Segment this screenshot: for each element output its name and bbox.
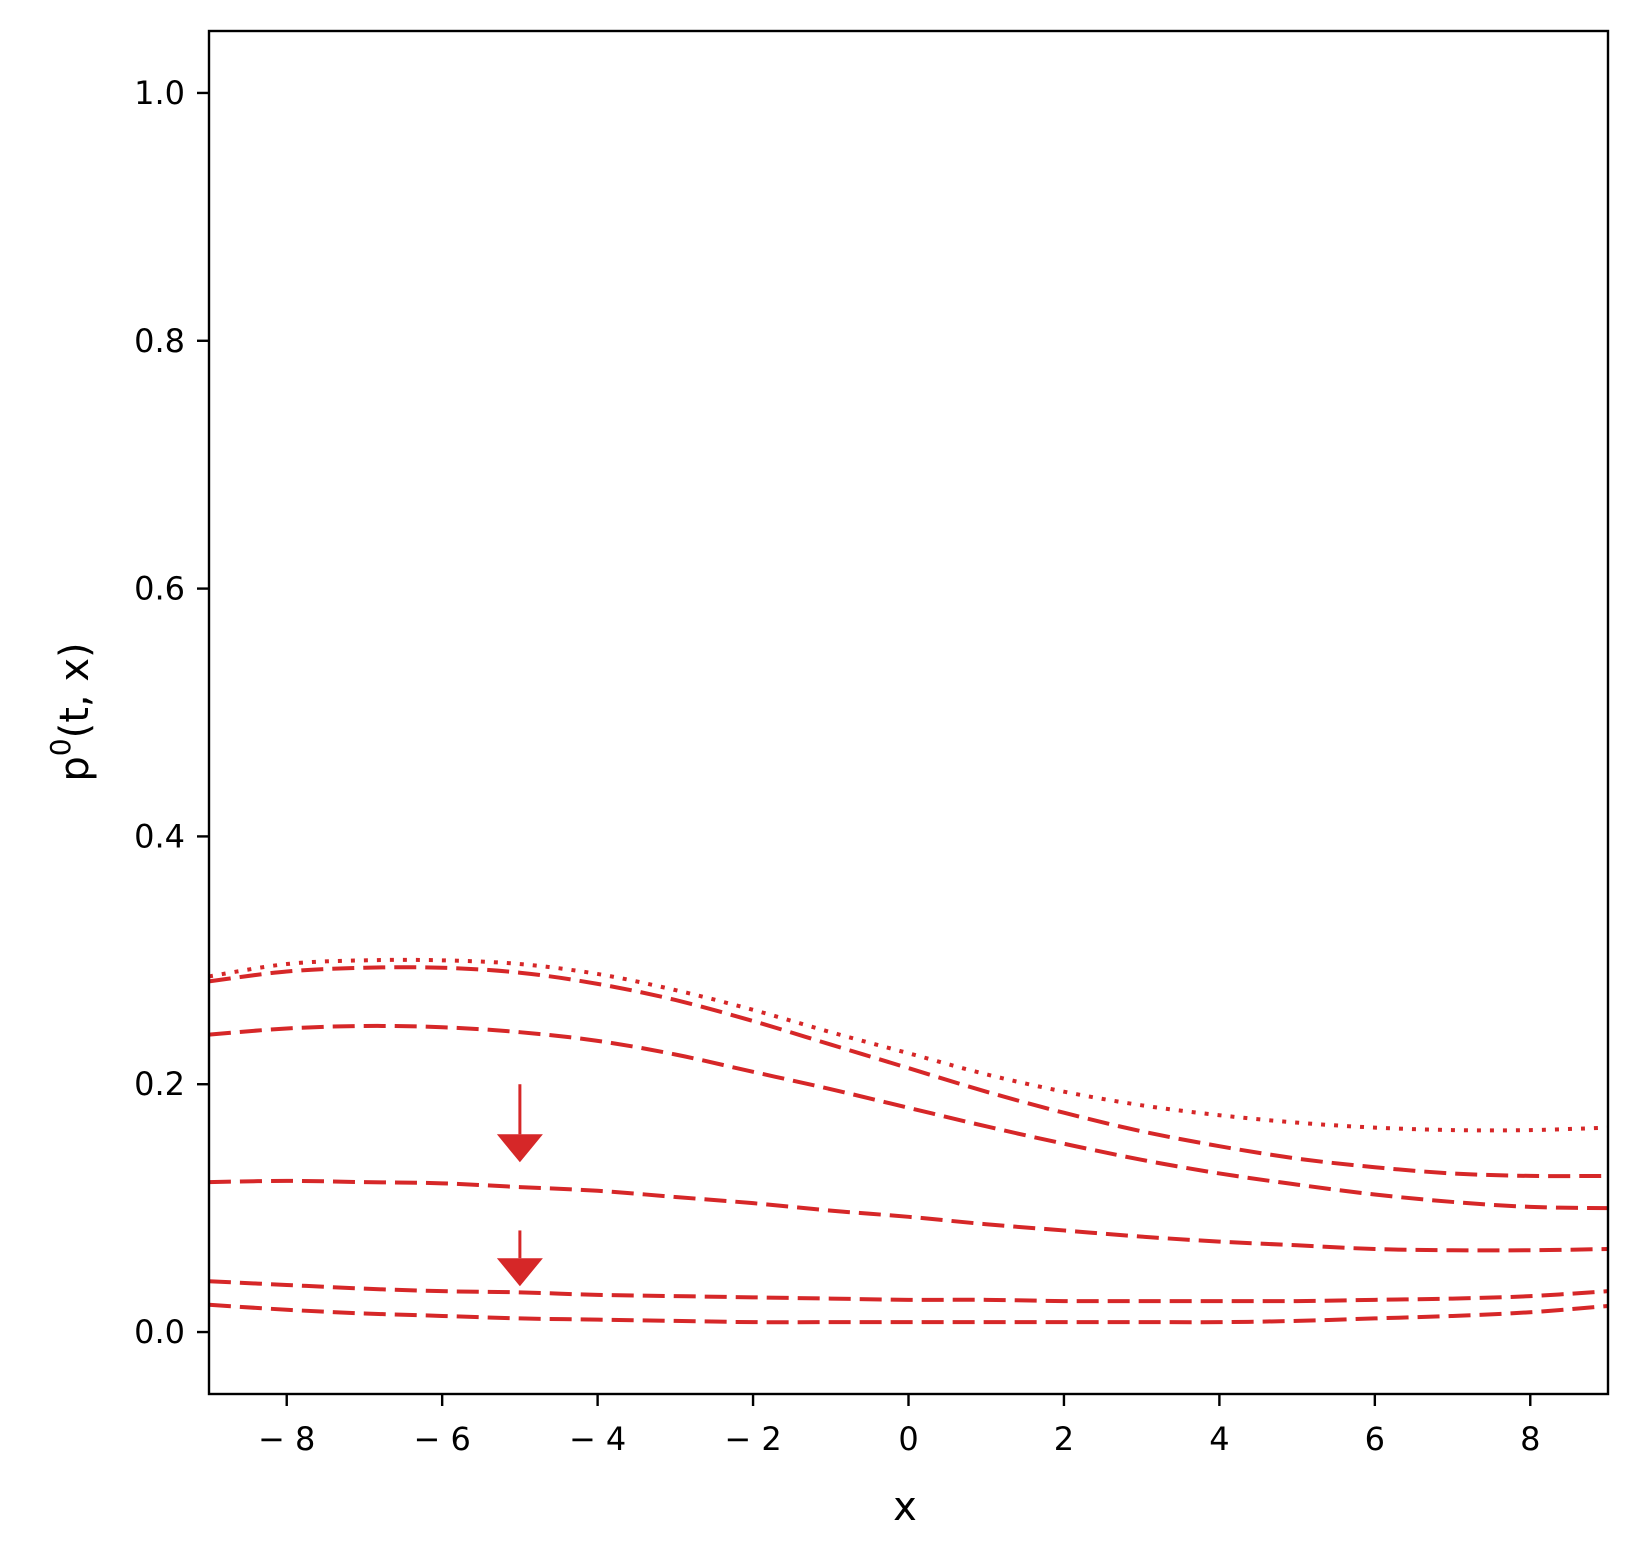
x-tick-label: 6: [1365, 1420, 1385, 1458]
x-tick-label: − 8: [258, 1420, 315, 1458]
arrow-head-2: [496, 1258, 543, 1287]
y-tick-label: 0.2: [134, 1065, 185, 1103]
series-line-2: [208, 965, 1609, 1179]
y-axis-label-args: (t, x): [52, 642, 98, 738]
svg-text:p0(t, x): p0(t, x): [44, 642, 98, 781]
arrow-head-1: [496, 1134, 543, 1163]
series-layer: [208, 957, 1609, 1325]
y-tick-label: 0.4: [134, 817, 185, 855]
y-tick-label: 0.0: [134, 1313, 185, 1351]
x-tick-label: 2: [1054, 1420, 1074, 1458]
y-tick-label: 0.8: [134, 322, 185, 360]
series-line-3: [208, 1023, 1609, 1211]
series-line-1: [208, 957, 1609, 1133]
x-tick-label: 0: [898, 1420, 918, 1458]
series-line-6: [208, 1302, 1609, 1325]
plot-area: [209, 31, 1608, 1394]
y-tick-label: 0.6: [134, 570, 185, 608]
x-tick-label: − 2: [724, 1420, 781, 1458]
x-tick-label: 4: [1209, 1420, 1229, 1458]
y-tick-label: 1.0: [134, 74, 185, 112]
series-line-4: [208, 1178, 1609, 1253]
y-axis-ticks: 0.0 0.2 0.4 0.6 0.8 1.0: [134, 74, 209, 1351]
x-tick-label: − 4: [569, 1420, 626, 1458]
x-tick-label: 8: [1520, 1420, 1540, 1458]
x-axis-ticks: − 8 − 6 − 4 − 2 0 2 4 6 8: [258, 1394, 1540, 1458]
series-line-5: [208, 1279, 1609, 1304]
x-tick-label: − 6: [413, 1420, 470, 1458]
y-axis-label-base: p: [52, 756, 98, 781]
y-axis-label: p0(t, x): [44, 642, 98, 781]
y-axis-label-superscript: 0: [44, 738, 77, 756]
x-axis-label: x: [893, 1484, 917, 1530]
annotation-layer: [496, 1084, 543, 1287]
